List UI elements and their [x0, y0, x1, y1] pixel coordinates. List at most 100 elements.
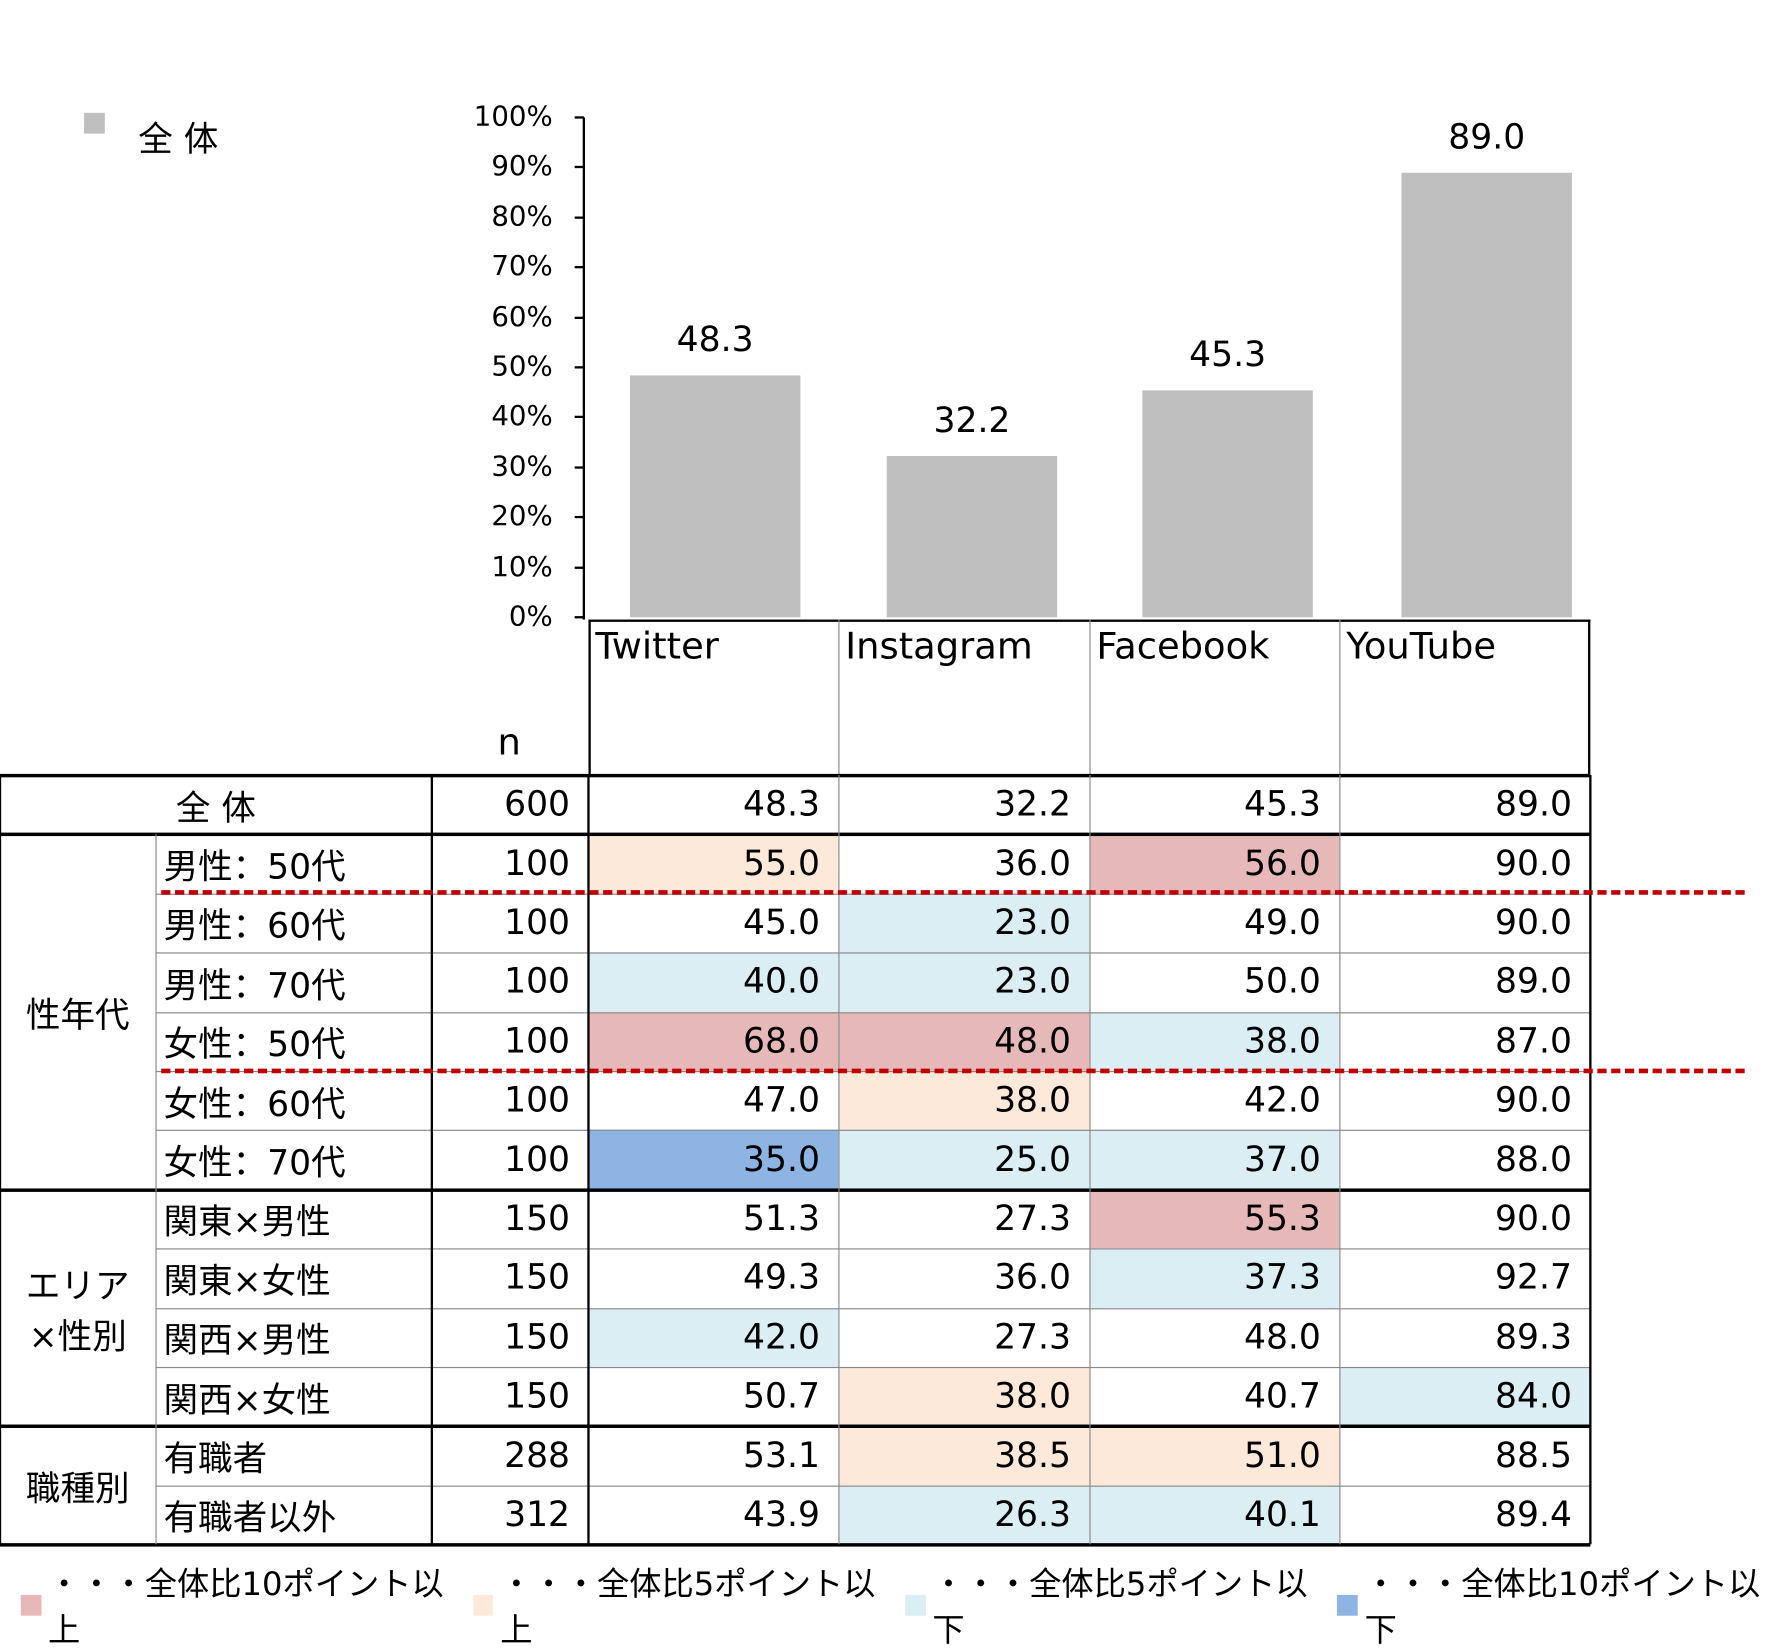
bar-value-label: 89.0 — [1448, 117, 1526, 158]
legend-swatch — [905, 1594, 926, 1616]
column-header-facebook: Facebook — [1096, 624, 1270, 668]
row-label: 男性：50代 — [163, 847, 346, 888]
value-cell: 48.0 — [1243, 1317, 1321, 1358]
legend-label: ・・・全体比10ポイント以下 — [1364, 1565, 1761, 1650]
n-header: n — [497, 719, 521, 764]
value-cell: 36.0 — [994, 843, 1071, 884]
legend-swatch — [473, 1594, 494, 1616]
row-label: 男性：60代 — [163, 906, 346, 948]
row-divider — [155, 1485, 1591, 1487]
legend-item: ・・・全体比10ポイント以下 — [1333, 1559, 1785, 1651]
y-tick-label: 60% — [491, 300, 553, 333]
value-cell: 36.0 — [994, 1257, 1071, 1299]
value-cell: 53.1 — [743, 1435, 820, 1476]
legend-label: ・・・全体比10ポイント以上 — [48, 1565, 444, 1650]
column-header-twitter: Twitter — [595, 624, 719, 668]
column-divider — [838, 775, 840, 1545]
row-label: 関東×女性 — [163, 1262, 331, 1303]
row-divider — [155, 1130, 1591, 1132]
y-tick-label: 20% — [491, 500, 553, 533]
y-tick-mark — [574, 116, 584, 119]
value-cell: 23.0 — [838, 952, 1090, 1012]
group-label: 職種別 — [25, 1469, 130, 1510]
value-cell: 47.0 — [743, 1080, 820, 1121]
row-divider — [155, 1307, 1591, 1309]
y-tick-label: 10% — [491, 549, 553, 583]
row-label: 有職者以外 — [163, 1498, 337, 1540]
value-cell: 25.0 — [838, 1130, 1090, 1190]
column-divider — [0, 775, 2, 1545]
value-cell: 50.7 — [743, 1376, 820, 1417]
legend-swatch — [1337, 1594, 1358, 1616]
row-label: 女性：60代 — [163, 1084, 346, 1125]
value-cell: 40.7 — [1243, 1376, 1321, 1417]
y-tick-label: 80% — [491, 200, 553, 233]
value-cell: 51.0 — [1089, 1426, 1340, 1486]
row-divider — [0, 1424, 1591, 1429]
n-value: 150 — [504, 1198, 571, 1240]
y-tick-mark — [574, 366, 584, 369]
legend-label: ・・・全体比5ポイント以上 — [500, 1565, 876, 1650]
bar-instagram — [886, 456, 1058, 618]
column-divider — [1089, 619, 1091, 776]
row-divider — [0, 1188, 1591, 1192]
column-divider — [430, 775, 434, 1545]
n-value: 150 — [504, 1317, 571, 1358]
value-cell: 90.0 — [1495, 1080, 1572, 1121]
value-cell: 84.0 — [1339, 1366, 1591, 1427]
row-divider — [155, 1011, 1591, 1013]
n-value: 150 — [504, 1257, 571, 1299]
y-tick-label: 90% — [491, 150, 553, 183]
value-cell: 89.0 — [1495, 962, 1572, 1003]
value-cell: 89.3 — [1495, 1317, 1572, 1358]
value-cell: 42.0 — [588, 1307, 839, 1367]
bar-value-label: 48.3 — [676, 320, 754, 361]
value-cell: 55.3 — [1089, 1189, 1340, 1249]
y-tick-label: 0% — [508, 599, 553, 633]
value-cell: 49.3 — [743, 1257, 820, 1299]
column-divider — [1589, 775, 1592, 1545]
y-tick-mark — [574, 266, 584, 269]
y-tick-mark — [574, 566, 584, 569]
value-cell: 45.3 — [1243, 784, 1321, 825]
row-label: 関東×男性 — [163, 1202, 331, 1244]
row-label: 女性：70代 — [163, 1143, 346, 1184]
column-header-instagram: Instagram — [845, 624, 1033, 668]
y-tick-mark — [574, 416, 584, 419]
value-cell: 90.0 — [1495, 1198, 1572, 1240]
value-cell: 40.0 — [588, 952, 839, 1012]
color-legend: ・・・全体比10ポイント以上 ・・・全体比5ポイント以上 ・・・全体比5ポイント以下… — [16, 1559, 1785, 1651]
row-divider — [155, 1248, 1591, 1250]
value-cell: 37.0 — [1089, 1130, 1340, 1190]
legend-item: ・・・全体比5ポイント以下 — [901, 1559, 1333, 1651]
chart-and-table: 全 体 0% 10% 20% 30% 40% 50% 60% 70% 80% 90% 100% 48.… — [0, 100, 1760, 1649]
value-cell: 90.0 — [1495, 843, 1572, 884]
value-cell: 32.2 — [994, 784, 1071, 825]
legend-swatch — [84, 112, 105, 134]
row-label: 全 体 — [175, 788, 256, 829]
value-cell: 51.3 — [743, 1198, 820, 1240]
value-cell: 55.0 — [588, 834, 839, 894]
row-label: 女性：50代 — [163, 1025, 346, 1066]
legend-item: ・・・全体比10ポイント以上 — [16, 1559, 468, 1651]
row-divider — [155, 1366, 1591, 1369]
y-tick-mark — [574, 216, 584, 219]
y-tick-mark — [574, 166, 584, 169]
y-tick-label: 30% — [491, 450, 553, 483]
group-label: 性年代 — [25, 995, 130, 1036]
legend-item: ・・・全体比5ポイント以上 — [468, 1559, 900, 1651]
bar-youtube — [1401, 172, 1572, 618]
n-value: 600 — [504, 784, 571, 825]
row-divider — [0, 773, 1591, 778]
y-tick-label: 70% — [491, 250, 553, 283]
value-cell: 87.0 — [1495, 1021, 1572, 1062]
y-tick-label: 50% — [491, 350, 553, 383]
value-cell: 42.0 — [1243, 1080, 1321, 1121]
bar-twitter — [629, 375, 801, 618]
value-cell: 23.0 — [838, 893, 1090, 953]
y-tick-mark — [574, 466, 584, 469]
bar-value-label: 32.2 — [933, 401, 1011, 442]
value-cell: 38.5 — [838, 1426, 1090, 1486]
n-value: 100 — [504, 1080, 571, 1121]
value-cell: 38.0 — [1089, 1011, 1340, 1071]
